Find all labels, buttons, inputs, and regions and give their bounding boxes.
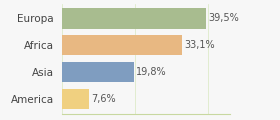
Bar bbox=[62, 8, 206, 29]
Bar bbox=[62, 62, 134, 82]
Text: 7,6%: 7,6% bbox=[92, 94, 116, 104]
Text: 19,8%: 19,8% bbox=[136, 67, 167, 77]
Text: 39,5%: 39,5% bbox=[208, 13, 239, 23]
Bar bbox=[62, 35, 183, 55]
Text: 33,1%: 33,1% bbox=[185, 40, 215, 50]
Bar bbox=[62, 89, 89, 109]
